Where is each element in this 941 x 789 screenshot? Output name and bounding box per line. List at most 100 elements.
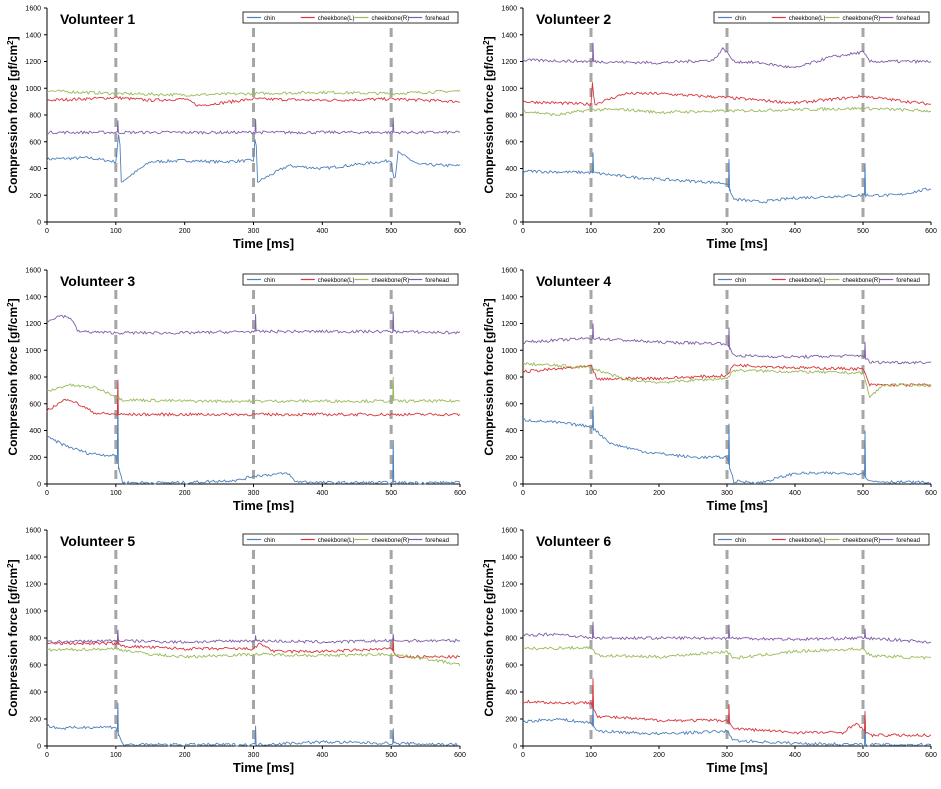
c4-legend-label-forehead: forehead	[896, 278, 920, 284]
c1-y-tick-label: 400	[29, 166, 41, 173]
c1-x-tick-label: 300	[248, 228, 260, 235]
c6-series-forehead	[522, 621, 932, 644]
c1-x-axis-label: Time [ms]	[233, 236, 294, 251]
c4-series-chin	[522, 406, 932, 485]
c3-y-tick-label: 1200	[25, 321, 41, 328]
c6-y-tick-label: 400	[505, 690, 517, 697]
c6-x-tick-label: 600	[925, 752, 937, 759]
c6-series-chin	[522, 702, 931, 747]
c1-x-tick-label: 400	[316, 228, 328, 235]
c6-legend-label-forehead: forehead	[896, 538, 920, 544]
c5-y-tick-label: 600	[29, 663, 41, 670]
c2-series-forehead	[522, 42, 932, 69]
c4-legend-label-cheekbone-r: cheekbone(R)	[843, 278, 881, 284]
c2-y-axis-label: Compression force [gf/cm2]	[482, 36, 497, 193]
c1-legend-box	[242, 11, 459, 24]
c2-x-tick-label: 0	[521, 228, 525, 235]
c1-series-chin	[46, 134, 461, 183]
c4-x-tick-label: 500	[857, 490, 869, 497]
c5-series-chin	[46, 702, 460, 747]
c4-series-forehead	[522, 323, 932, 365]
c6-x-tick-label: 400	[789, 752, 801, 759]
c1-chart-title: Volunteer 1	[60, 11, 135, 27]
c2-x-axis-label: Time [ms]	[706, 236, 767, 251]
c5-y-tick-label: 1600	[25, 528, 41, 535]
c4-x-axis-label: Time [ms]	[706, 498, 767, 513]
c4-y-tick-label: 400	[505, 428, 517, 435]
c5-x-tick-label: 600	[454, 752, 466, 759]
c5-x-tick-label: 100	[110, 752, 122, 759]
c6-y-tick-label: 1000	[501, 609, 517, 616]
c6-x-tick-label: 100	[585, 752, 597, 759]
c2-series-cheekbone-l	[522, 82, 932, 107]
c5-series-cheekbone-r	[46, 647, 461, 667]
c5-legend-label-cheekbone-r: cheekbone(R)	[372, 538, 410, 544]
c2-y-tick-label: 1400	[501, 32, 517, 39]
c1-x-tick-label: 500	[385, 228, 397, 235]
c3-y-axis-label: Compression force [gf/cm2]	[6, 298, 21, 455]
c3-legend-label-forehead: forehead	[425, 278, 449, 284]
c5-y-tick-label: 400	[29, 690, 41, 697]
c1-y-tick-label: 800	[29, 113, 41, 120]
c5-x-tick-label: 400	[316, 752, 328, 759]
c5-y-tick-label: 0	[37, 744, 41, 751]
c6-legend-label-cheekbone-r: cheekbone(R)	[843, 538, 881, 544]
c6-y-tick-label: 1400	[501, 555, 517, 562]
c2-x-tick-label: 300	[721, 228, 733, 235]
c3-x-tick-label: 200	[179, 490, 191, 497]
c5-x-tick-label: 0	[45, 752, 49, 759]
c6-legend-box	[713, 533, 930, 546]
chart-svg-3: 0 200 400 600 800 1000 1200 1400 1600 0 100 200 300 4…	[6, 268, 466, 514]
c2-legend-label-cheekbone-r: cheekbone(R)	[843, 16, 881, 22]
c4-series-cheekbone-r	[522, 361, 932, 399]
c2-legend-label-forehead: forehead	[896, 16, 920, 22]
c6-y-tick-label: 0	[513, 744, 517, 751]
c4-legend-label-cheekbone-l: cheekbone(L)	[789, 278, 826, 284]
c5-y-tick-label: 1000	[25, 609, 41, 616]
c2-x-tick-label: 500	[857, 228, 869, 235]
c6-legend-label-cheekbone-l: cheekbone(L)	[789, 538, 826, 544]
c2-legend-label-chin: chin	[735, 16, 746, 22]
c6-chart-title: Volunteer 6	[536, 533, 611, 549]
c5-series-cheekbone-l	[46, 631, 461, 659]
c3-y-tick-label: 200	[29, 455, 41, 462]
c6-y-tick-label: 600	[505, 663, 517, 670]
c1-legend-label-chin: chin	[264, 16, 275, 22]
c6-x-tick-label: 0	[521, 752, 525, 759]
c3-x-axis-label: Time [ms]	[233, 498, 294, 513]
c6-x-tick-label: 300	[721, 752, 733, 759]
c1-legend-label-cheekbone-r: cheekbone(R)	[372, 16, 410, 22]
c3-y-tick-label: 0	[37, 482, 41, 489]
c3-legend-label-cheekbone-r: cheekbone(R)	[372, 278, 410, 284]
c3-x-tick-label: 100	[110, 490, 122, 497]
c4-y-axis-label: Compression force [gf/cm2]	[482, 298, 497, 455]
c1-y-tick-label: 600	[29, 139, 41, 146]
c5-legend-label-chin: chin	[264, 538, 275, 544]
c5-legend-box	[242, 533, 459, 546]
c1-y-tick-label: 1600	[25, 6, 41, 13]
c4-x-tick-label: 400	[789, 490, 801, 497]
c2-chart-title: Volunteer 2	[536, 11, 611, 27]
c3-series-forehead	[46, 311, 461, 336]
c3-y-tick-label: 600	[29, 401, 41, 408]
c1-y-tick-label: 200	[29, 193, 41, 200]
c6-legend-label-chin: chin	[735, 538, 746, 544]
c3-x-tick-label: 600	[454, 490, 466, 497]
c3-series-cheekbone-l	[46, 379, 461, 417]
c6-y-tick-label: 1600	[501, 528, 517, 535]
c6-series-cheekbone-l	[522, 678, 932, 738]
c2-y-tick-label: 1000	[501, 86, 517, 93]
c6-series-cheekbone-r	[522, 645, 931, 660]
c1-x-tick-label: 100	[110, 228, 122, 235]
c2-y-tick-label: 1600	[501, 6, 517, 13]
c4-x-tick-label: 300	[721, 490, 733, 497]
c5-x-tick-label: 300	[248, 752, 260, 759]
c5-y-axis-label: Compression force [gf/cm2]	[6, 559, 21, 716]
c2-y-tick-label: 800	[505, 113, 517, 120]
c4-y-tick-label: 0	[513, 482, 517, 489]
c5-legend-label-cheekbone-l: cheekbone(L)	[318, 538, 355, 544]
c3-legend-label-cheekbone-l: cheekbone(L)	[318, 278, 355, 284]
c4-legend-box	[713, 273, 930, 286]
c6-y-tick-label: 200	[505, 717, 517, 724]
c4-legend-label-chin: chin	[735, 278, 746, 284]
